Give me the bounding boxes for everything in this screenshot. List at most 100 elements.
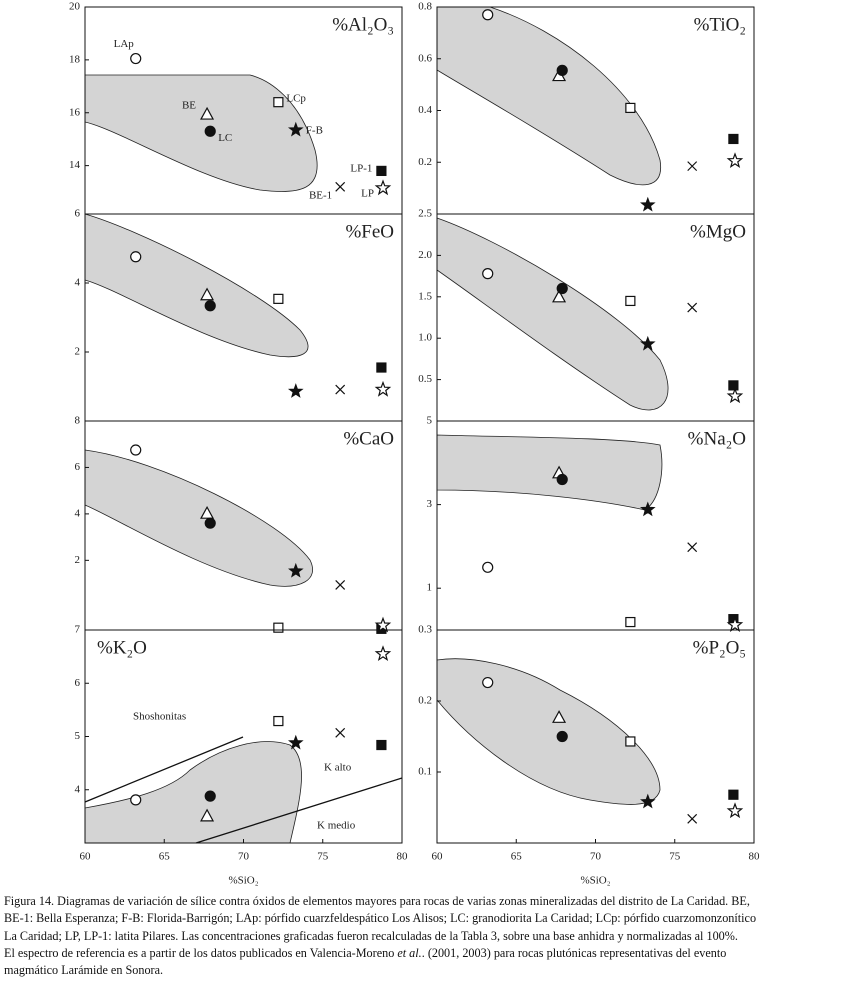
x-tick-label: 65 [159, 851, 171, 863]
figure: 14161820%Al₂O₃LApBELCLCpF-BBE-1LP-1LP0.2… [69, 1, 761, 887]
point-label: LAp [114, 38, 135, 50]
y-tick-label: 1.5 [418, 290, 432, 302]
point [273, 622, 284, 633]
boundary-lines [84, 736, 403, 844]
y-tick-label: 2 [75, 346, 81, 358]
caption-text: La Caridad; LP, LP-1: latita Pilares. La… [4, 928, 738, 943]
y-tick-label: 6 [75, 208, 81, 220]
point-label: BE-1 [309, 189, 332, 201]
x-tick-label: 80 [749, 851, 761, 863]
y-tick-label: 0.6 [418, 52, 432, 64]
point-label: LP [361, 188, 374, 200]
caption-text: magmático Larámide en Sonora. [4, 963, 164, 978]
y-tick-label: 0.2 [418, 695, 432, 707]
point [374, 179, 392, 196]
field [436, 434, 663, 511]
point [376, 739, 387, 751]
field [84, 449, 313, 587]
panel-label: %TiO₂ [694, 14, 746, 35]
x-tick-label: 65 [511, 851, 523, 863]
y-tick-label: 0.4 [418, 104, 432, 116]
y-tick-label: 18 [69, 53, 81, 65]
point [640, 335, 656, 351]
boundary-line [84, 736, 244, 803]
point [625, 102, 636, 114]
annotation: K medio [317, 820, 356, 832]
field [84, 213, 309, 358]
point [204, 790, 216, 802]
field [436, 217, 669, 411]
caption-line: Figura 14. Diagramas de variación de síl… [4, 893, 854, 910]
y-tick-label: 1 [427, 582, 433, 594]
point [335, 580, 346, 590]
y-tick-label: 2.5 [418, 208, 432, 220]
point [625, 295, 636, 307]
caption-line: La Caridad; LP, LP-1: latita Pilares. La… [4, 928, 854, 945]
panel-label: %Na₂O [688, 428, 746, 449]
y-tick-label: 8 [75, 415, 81, 427]
point [726, 616, 744, 632]
y-tick-label: 6 [75, 461, 81, 473]
point [728, 789, 739, 800]
y-tick-label: 16 [69, 106, 81, 118]
point [556, 473, 568, 486]
point [728, 133, 739, 145]
point [687, 161, 698, 172]
x-tick-label: 80 [397, 851, 409, 863]
field [436, 658, 661, 805]
point [376, 165, 387, 177]
point [273, 715, 284, 727]
point [374, 645, 392, 661]
caption-text: et al. [397, 945, 422, 960]
point-label: LP-1 [350, 162, 372, 174]
panel-label: %MgO [690, 221, 746, 242]
point [552, 710, 567, 723]
x-tick-label: 60 [432, 851, 444, 863]
y-tick-label: 0.3 [418, 624, 432, 636]
point [200, 106, 215, 120]
point [204, 125, 216, 137]
point [482, 561, 494, 573]
y-tick-label: 3 [427, 498, 433, 510]
point [625, 736, 636, 747]
caption: Figura 14. Diagramas de variación de síl… [4, 893, 854, 979]
caption-text: . (2001, 2003) para rocas plutónicas rep… [421, 945, 727, 960]
point [482, 676, 494, 689]
point [625, 616, 636, 628]
x-tick-label: 70 [590, 851, 602, 863]
point [130, 52, 142, 65]
point [200, 505, 215, 519]
point [374, 616, 392, 633]
point [335, 384, 346, 395]
point [130, 251, 142, 263]
panel-label: %FeO [345, 221, 394, 242]
point [374, 380, 392, 397]
point [726, 152, 744, 168]
y-tick-label: 2.0 [418, 249, 432, 261]
point [287, 383, 304, 398]
y-tick-label: 4 [75, 783, 81, 795]
field [84, 74, 318, 192]
caption-line: BE-1: Bella Esperanza; F-B: Florida-Barr… [4, 910, 854, 927]
point [288, 562, 304, 578]
y-tick-label: 7 [75, 624, 81, 636]
annotation: K alto [324, 762, 352, 774]
reference-fields [84, 6, 669, 844]
y-tick-label: 0.5 [418, 373, 432, 385]
x-tick-label: 70 [238, 851, 250, 863]
point-label: F-B [306, 124, 323, 136]
point [640, 793, 656, 809]
x-tick-label: 60 [80, 851, 92, 863]
page: {"chart_data":[ {"type":"scatter","label… [4, 0, 761, 978]
panel-label: %P₂O₅ [693, 637, 746, 658]
caption-line: El espectro de referencia es a partir de… [4, 945, 854, 962]
point [130, 444, 142, 456]
caption-text: El espectro de referencia es a partir de… [4, 945, 398, 960]
point [482, 9, 494, 21]
annotation: Shoshonitas [133, 711, 186, 723]
y-tick-label: 1.0 [418, 332, 432, 344]
point [556, 64, 568, 76]
point [376, 362, 387, 373]
point [640, 501, 656, 517]
y-tick-label: 14 [69, 159, 81, 171]
